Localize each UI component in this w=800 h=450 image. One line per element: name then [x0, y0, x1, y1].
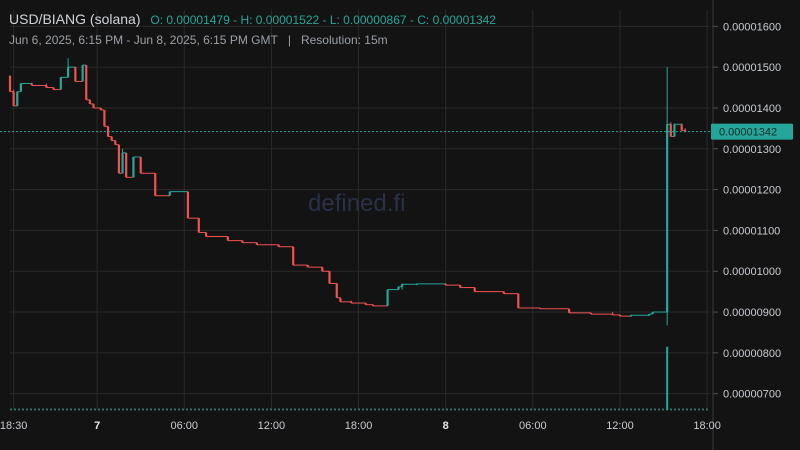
x-tick-label: 12:00 — [258, 420, 286, 432]
y-tick-label: 0.00000800 — [723, 348, 781, 360]
last-price-line: 0.00001342 — [0, 123, 793, 140]
x-tick-label: 18:00 — [345, 420, 373, 432]
candle-body — [92, 103, 95, 108]
candle-body — [680, 124, 683, 131]
candle-body — [103, 110, 106, 127]
x-tick-label: 12:00 — [606, 420, 634, 432]
candle-body — [321, 267, 324, 272]
candle-body — [19, 83, 22, 92]
watermark-logo: defined.fi — [308, 190, 406, 217]
volume-bar — [666, 346, 669, 410]
y-tick-label: 0.00000700 — [723, 389, 781, 401]
candle-body — [666, 124, 669, 313]
candle-body — [629, 315, 632, 317]
y-tick-label: 0.00001400 — [723, 103, 781, 115]
candle-body — [52, 87, 55, 90]
candle-body — [132, 156, 135, 178]
y-tick-label: 0.00001000 — [723, 266, 781, 278]
separator: | — [287, 33, 291, 47]
candle-body — [589, 312, 593, 315]
volume-bars — [10, 346, 710, 411]
candle-body — [335, 283, 338, 298]
candle-body — [85, 65, 88, 100]
candle-body — [226, 236, 229, 241]
candle-body — [114, 140, 117, 145]
y-tick-label: 0.00000900 — [723, 307, 781, 319]
candle-body — [110, 136, 113, 141]
candle-body — [386, 289, 389, 306]
candle-body — [651, 312, 654, 315]
candle-body — [371, 304, 375, 306]
candle-body — [197, 218, 200, 233]
candle-body — [618, 314, 622, 317]
candle-body — [517, 293, 520, 308]
candle-body — [81, 65, 84, 82]
candle-body — [255, 242, 258, 245]
y-tick-label: 0.00001100 — [723, 225, 780, 237]
candle-body — [154, 173, 157, 196]
x-tick-label: 06:00 — [519, 420, 547, 432]
candle-body — [204, 232, 208, 237]
candles — [8, 58, 687, 326]
x-tick-label: 18:00 — [693, 420, 721, 432]
candle-body — [12, 91, 15, 106]
candle-body — [16, 91, 19, 106]
x-tick-label: 7 — [94, 420, 100, 432]
candle-body — [673, 124, 676, 137]
y-tick-label: 0.00001600 — [723, 21, 781, 33]
price-axis[interactable]: 0.00001600 0.00001500 0.00001400 0.00001300… — [713, 21, 781, 401]
candle-body — [59, 77, 62, 90]
candle-body — [292, 246, 295, 266]
ohlc-readout: O: 0.00001479 - H: 0.00001522 - L: 0.000… — [150, 13, 496, 27]
last-price-tag — [711, 123, 793, 140]
candle-body — [168, 191, 171, 196]
x-tick-label: 06:00 — [171, 420, 199, 432]
grid-lines — [10, 0, 714, 450]
candle-body — [74, 67, 77, 82]
candle-body — [684, 130, 687, 132]
x-tick-label: 18:30 — [0, 420, 27, 432]
candle-body — [125, 152, 128, 178]
chart-legend: USD/BIANG (solana) O: 0.00001479 - H: 0.… — [9, 11, 496, 27]
y-tick-label: 0.00001200 — [723, 185, 781, 197]
time-axis[interactable]: 18:30 7 06:00 12:00 18:00 8 06:00 12:00 18:00 — [0, 420, 721, 432]
candle-body — [401, 284, 404, 287]
candle-body — [444, 283, 447, 286]
x-tick-label: 8 — [443, 420, 449, 432]
candle-body — [568, 308, 571, 313]
candle-body — [88, 99, 91, 104]
candle-body — [45, 85, 48, 88]
candle-body — [502, 291, 505, 294]
candle-body — [277, 244, 280, 247]
candle-body — [66, 67, 70, 78]
candle-body — [459, 285, 462, 288]
candle-body — [364, 303, 367, 305]
candle-body — [397, 286, 400, 290]
candle-body — [241, 240, 244, 243]
candle-body — [669, 124, 672, 137]
candle-body — [473, 287, 476, 292]
candle-body — [350, 301, 353, 304]
y-tick-label: 0.00001300 — [723, 144, 781, 156]
symbol-label: USD/BIANG (solana) — [9, 11, 141, 27]
last-price-label: 0.00001342 — [719, 127, 777, 139]
resolution-label: Resolution: 15m — [300, 33, 388, 47]
candle-body — [647, 314, 651, 316]
candle-body — [306, 265, 309, 268]
candle-body — [121, 152, 124, 174]
candle-body — [30, 83, 33, 86]
candle-body — [339, 297, 342, 302]
date-range: Jun 6, 2025, 6:15 PM - Jun 8, 2025, 6:15… — [9, 33, 278, 47]
candle-body — [8, 75, 12, 92]
chart-subtitle: Jun 6, 2025, 6:15 PM - Jun 8, 2025, 6:15… — [9, 33, 388, 47]
candle-body — [186, 191, 190, 219]
candle-body — [139, 156, 142, 174]
candle-body — [117, 144, 121, 174]
candle-body — [99, 107, 102, 110]
candle-body — [328, 271, 331, 284]
y-tick-label: 0.00001500 — [723, 62, 781, 74]
